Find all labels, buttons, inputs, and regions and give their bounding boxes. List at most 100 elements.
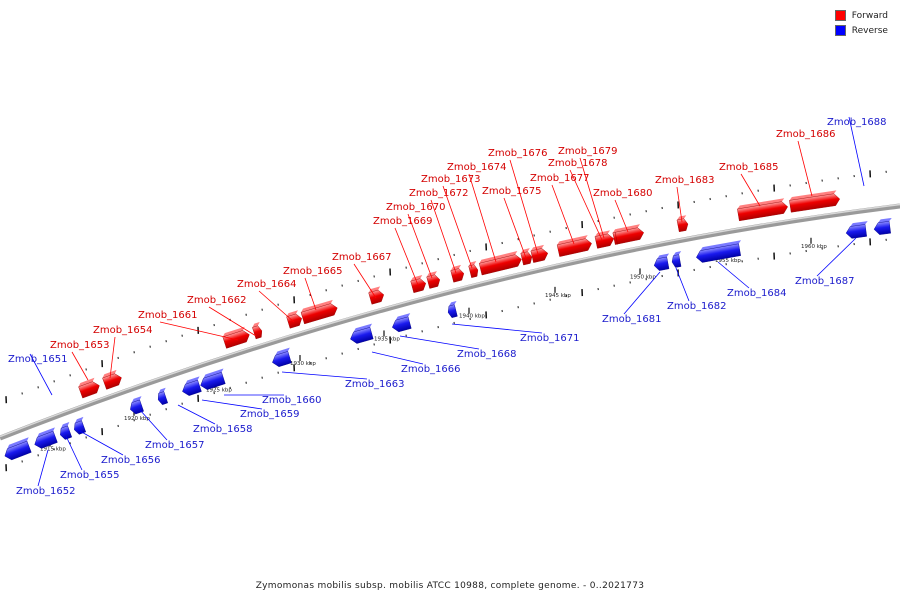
axis-tick-label: 1940 kbp	[459, 314, 485, 320]
gene-label[interactable]: Zmob_1677	[530, 173, 590, 184]
gene-zmob-1665[interactable]	[300, 299, 339, 324]
gene-label[interactable]: Zmob_1665	[283, 266, 343, 277]
gene-label[interactable]: Zmob_1657	[145, 440, 205, 451]
gene-leader-line	[282, 372, 367, 379]
gene-label[interactable]: Zmob_1679	[558, 146, 618, 157]
gene-label[interactable]: Zmob_1682	[667, 301, 727, 312]
gene-body	[252, 325, 263, 339]
gene-body	[671, 255, 681, 268]
gene-label[interactable]: Zmob_1662	[187, 295, 247, 306]
gene-leader-line	[798, 141, 812, 196]
gene-body	[271, 351, 292, 368]
gene-body	[469, 264, 480, 278]
gene-label[interactable]: Zmob_1654	[93, 325, 153, 336]
gene-label[interactable]: Zmob_1655	[60, 470, 120, 481]
gene-zmob-1682[interactable]	[670, 251, 684, 268]
gene-zmob-1662[interactable]	[251, 322, 264, 339]
gene-zmob-1668[interactable]	[390, 313, 414, 333]
legend-reverse: Reverse	[835, 23, 888, 38]
gene-zmob-1676[interactable]	[530, 244, 549, 262]
gene-zmob-1670[interactable]	[426, 271, 441, 289]
gene-label[interactable]: Zmob_1659	[240, 409, 300, 420]
gene-label[interactable]: Zmob_1651	[8, 354, 68, 365]
gene-leader-line	[354, 264, 376, 298]
gene-leader-line	[202, 400, 262, 409]
gene-zmob-1664[interactable]	[286, 310, 304, 328]
gene-label[interactable]: Zmob_1674	[447, 162, 507, 173]
gene-zmob-1666[interactable]	[348, 324, 376, 345]
gene-zmob-1681[interactable]	[652, 253, 672, 271]
legend-forward-label: Forward	[852, 11, 888, 21]
gene-label[interactable]: Zmob_1660	[262, 395, 322, 406]
gene-label[interactable]: Zmob_1664	[237, 279, 297, 290]
gene-label[interactable]: Zmob_1676	[488, 148, 548, 159]
gene-label[interactable]: Zmob_1680	[593, 188, 653, 199]
legend-forward: Forward	[835, 8, 888, 23]
gene-zmob-1687[interactable]	[845, 221, 870, 239]
axis-tick-label: 1950 kbp	[630, 274, 656, 280]
forward-swatch	[835, 10, 846, 21]
legend: Forward Reverse	[835, 8, 888, 38]
gene-zmob-1653[interactable]	[78, 377, 102, 398]
gene-label[interactable]: Zmob_1652	[16, 486, 76, 497]
gene-zmob-1658[interactable]	[155, 388, 170, 406]
gene-label[interactable]: Zmob_1653	[50, 340, 110, 351]
axis-tick-label: 1930 kbp	[290, 361, 316, 367]
gene-zmob-1678[interactable]	[594, 230, 615, 248]
gene-label[interactable]: Zmob_1675	[482, 186, 542, 197]
gene-zmob-1686[interactable]	[789, 190, 841, 212]
genome-caption: Zymomonas mobilis subsp. mobilis ATCC 10…	[0, 581, 900, 591]
gene-label[interactable]: Zmob_1666	[401, 364, 461, 375]
gene-label[interactable]: Zmob_1670	[386, 202, 446, 213]
gene-label[interactable]: Zmob_1686	[776, 129, 836, 140]
gene-label[interactable]: Zmob_1683	[655, 175, 715, 186]
gene-leader-line	[178, 405, 215, 424]
label-layer: Zmob_1651 Zmob_1652 Zmob_1653 Zmob_1654 Zmob…	[8, 117, 887, 497]
gene-body	[845, 224, 866, 239]
gene-leader-line	[38, 450, 48, 486]
gene-label[interactable]: Zmob_1687	[795, 276, 855, 287]
gene-label[interactable]: Zmob_1684	[727, 288, 787, 299]
gene-zmob-1683[interactable]	[676, 215, 689, 232]
gene-body	[128, 400, 143, 415]
gene-leader-line	[718, 262, 749, 288]
gene-zmob-1673[interactable]	[468, 261, 480, 278]
gene-label[interactable]: Zmob_1672	[409, 188, 469, 199]
gene-label[interactable]: Zmob_1663	[345, 379, 405, 390]
gene-zmob-1654[interactable]	[101, 369, 123, 389]
gene-leader-line	[676, 268, 689, 301]
gene-zmob-1651[interactable]	[2, 437, 34, 461]
gene-zmob-1688[interactable]	[873, 218, 894, 235]
gene-label[interactable]: Zmob_1678	[548, 158, 608, 169]
gene-zmob-1680[interactable]	[614, 224, 644, 244]
gene-label[interactable]: Zmob_1685	[719, 162, 779, 173]
gene-leader-line	[305, 278, 316, 310]
gene-zmob-1674[interactable]	[478, 251, 522, 275]
gene-label[interactable]: Zmob_1669	[373, 216, 433, 227]
gene-zmob-1677[interactable]	[556, 235, 592, 257]
gene-label[interactable]: Zmob_1681	[602, 314, 662, 325]
gene-zmob-1685[interactable]	[737, 198, 789, 221]
gene-leader-line	[78, 430, 123, 455]
gene-zmob-1672[interactable]	[450, 265, 465, 283]
gene-label[interactable]: Zmob_1688	[827, 117, 887, 128]
gene-zmob-1669[interactable]	[410, 275, 427, 293]
gene-zmob-1657[interactable]	[127, 396, 146, 415]
gene-leader-line	[400, 336, 479, 349]
gene-body	[873, 221, 890, 235]
axis-tick-label: 1935 kbp	[374, 336, 400, 342]
gene-leader-line	[741, 174, 760, 206]
gene-label[interactable]: Zmob_1671	[520, 333, 580, 344]
gene-label[interactable]: Zmob_1667	[332, 252, 392, 263]
gene-label[interactable]: Zmob_1656	[101, 455, 161, 466]
gene-body	[58, 426, 72, 441]
gene-label[interactable]: Zmob_1668	[457, 349, 517, 360]
gene-zmob-1656[interactable]	[71, 417, 88, 436]
gene-zmob-1655[interactable]	[57, 422, 74, 441]
legend-reverse-label: Reverse	[852, 26, 888, 36]
gene-leader-line	[372, 352, 423, 364]
gene-zmob-1659[interactable]	[180, 376, 205, 397]
gene-label[interactable]: Zmob_1658	[193, 424, 253, 435]
gene-label[interactable]: Zmob_1661	[138, 310, 198, 321]
gene-leader-line	[395, 228, 418, 285]
